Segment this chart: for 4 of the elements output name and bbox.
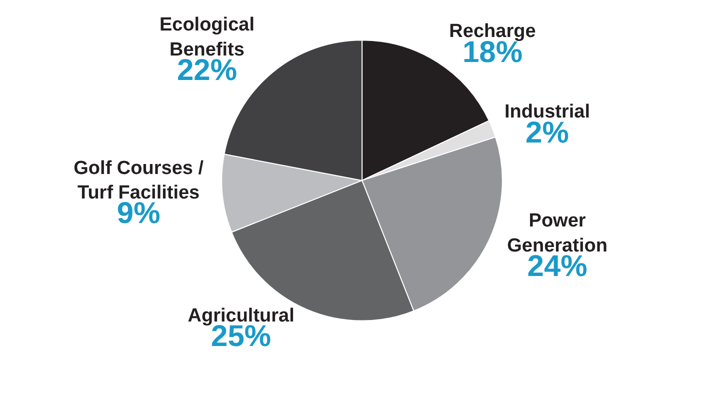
slice-label: Power Generation	[507, 210, 608, 256]
slice-label: Ecological Benefits	[159, 14, 254, 60]
slice-label: Industrial	[504, 102, 590, 123]
slice-label: Golf Courses / Turf Facilities	[74, 158, 204, 204]
